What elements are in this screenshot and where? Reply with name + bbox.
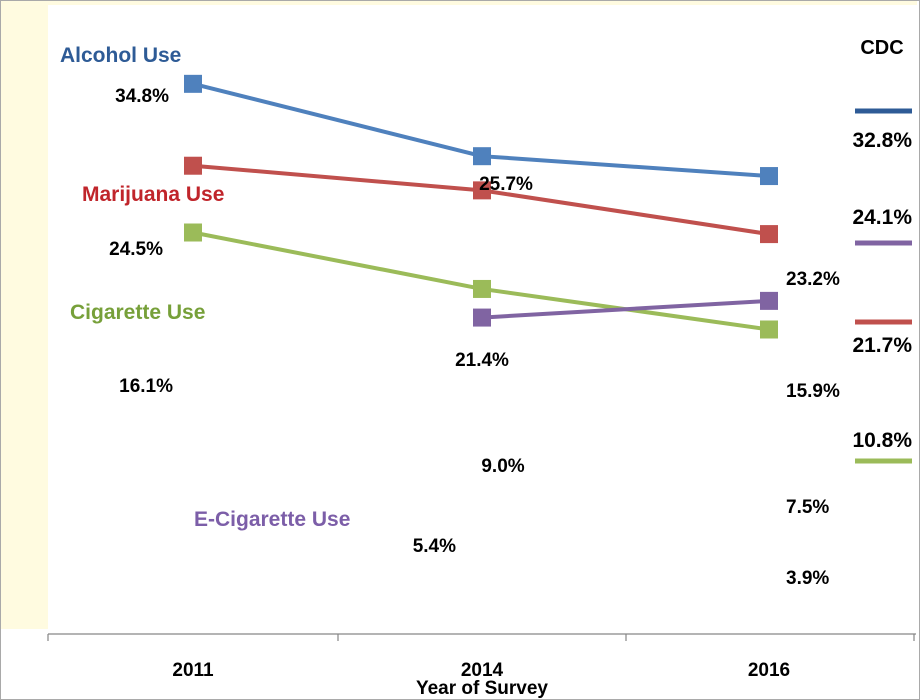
cdc-title: CDC — [860, 37, 903, 59]
data-point-marker — [184, 223, 202, 242]
cdc-reference: CDC 32.8% 24.1% 21.7% 10.8% — [852, 37, 912, 464]
data-value-label: 5.4% — [413, 536, 456, 557]
x-tick-label: 2016 — [748, 660, 790, 681]
series-layer — [184, 74, 778, 339]
data-value-label: 16.1% — [119, 376, 173, 397]
data-point-marker — [184, 156, 202, 175]
plot-area-strip — [1, 1, 48, 629]
data-point-marker — [473, 279, 491, 298]
series-name-label: E-Cigarette Use — [194, 508, 350, 531]
cdc-value-label: 24.1% — [852, 206, 912, 229]
data-value-label: 21.4% — [455, 350, 509, 371]
cdc-value-label: 10.8% — [852, 429, 912, 452]
data-value-label: 25.7% — [479, 174, 533, 195]
data-point-marker — [760, 225, 778, 244]
data-value-label: 9.0% — [481, 456, 524, 477]
data-value-label: 15.9% — [786, 381, 840, 402]
series-line — [481, 298, 770, 320]
data-point-marker — [184, 74, 202, 93]
data-value-label: 3.9% — [786, 568, 829, 589]
x-axis-title: Year of Survey — [416, 678, 548, 699]
data-point-marker — [760, 291, 778, 310]
data-point-marker — [760, 167, 778, 186]
data-value-label: 24.5% — [109, 239, 163, 260]
series-name-label: Alcohol Use — [60, 44, 181, 67]
cdc-value-label: 21.7% — [852, 334, 912, 357]
series-name-label: Cigarette Use — [70, 301, 205, 324]
series-name-label: Marijuana Use — [82, 183, 224, 206]
label-layer: Alcohol Use Marijuana Use Cigarette Use E-C… — [60, 44, 840, 589]
x-axis: 2011 2014 2016 Year of Survey — [47, 633, 916, 699]
data-point-marker — [473, 147, 491, 166]
plot-area-top-strip — [1, 1, 917, 5]
data-point-marker — [473, 308, 491, 327]
data-value-label: 34.8% — [115, 86, 169, 107]
data-point-marker — [760, 320, 778, 339]
data-value-label: 23.2% — [786, 269, 840, 290]
data-value-label: 7.5% — [786, 497, 829, 518]
x-tick-label: 2014 — [461, 660, 504, 681]
x-tick-label: 2011 — [172, 660, 214, 681]
cdc-value-label: 32.8% — [852, 129, 912, 152]
data-point-marker — [473, 181, 491, 200]
